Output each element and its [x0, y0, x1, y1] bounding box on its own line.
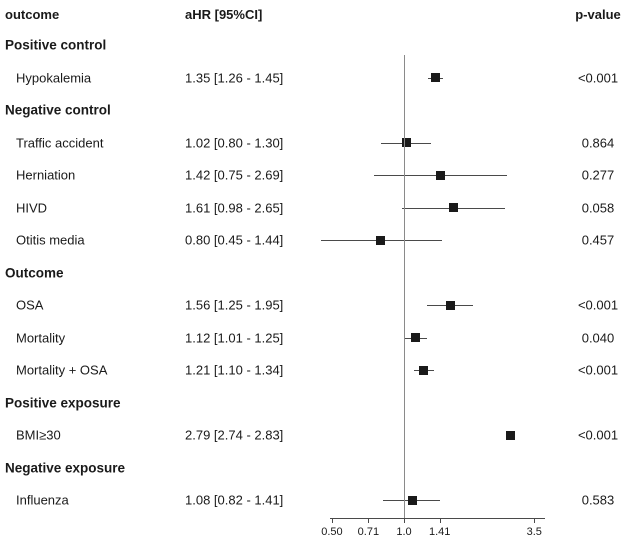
- p-value-text: <0.001: [577, 362, 619, 378]
- section-label: Negative exposure: [5, 460, 126, 475]
- axis-tick-label: 3.5: [526, 526, 542, 538]
- outcome-label: Traffic accident: [16, 135, 104, 150]
- outcome-label: Mortality: [16, 330, 66, 345]
- point-estimate-marker: [376, 235, 386, 245]
- point-estimate-marker: [445, 300, 455, 310]
- ahr-ci-text: 1.56 [1.25 - 1.95]: [185, 297, 284, 313]
- point-estimate-marker: [449, 203, 459, 212]
- point-estimate-marker: [419, 365, 429, 375]
- outcome-label: Herniation: [16, 167, 76, 183]
- p-value-text: 0.583: [581, 492, 615, 508]
- axis-tick: [534, 519, 536, 523]
- axis-tick: [331, 519, 333, 523]
- reference-line: [404, 55, 405, 518]
- axis-tick: [368, 519, 370, 523]
- ahr-ci-text: 1.42 [0.75 - 2.69]: [185, 167, 284, 183]
- ahr-ci-text: 1.35 [1.26 - 1.45]: [185, 70, 284, 85]
- point-estimate-marker: [430, 73, 440, 82]
- p-value-text: <0.001: [577, 70, 619, 85]
- point-estimate-marker: [506, 430, 516, 440]
- outcome-label: OSA: [16, 297, 44, 313]
- ahr-ci-text: 1.21 [1.10 - 1.34]: [185, 362, 284, 378]
- p-value-text: 0.864: [581, 135, 615, 150]
- column-header-pvalue: p-value: [575, 7, 621, 22]
- section-label: Outcome: [5, 265, 64, 280]
- ahr-ci-text: 2.79 [2.74 - 2.83]: [185, 427, 284, 443]
- column-header-ahr: aHR [95%CI]: [185, 7, 263, 22]
- p-value-text: 0.457: [581, 232, 615, 248]
- point-estimate-marker: [401, 138, 411, 147]
- outcome-label: BMI≥30: [16, 427, 61, 443]
- p-value-text: <0.001: [577, 427, 619, 443]
- p-value-text: 0.040: [581, 330, 615, 345]
- p-value-text: 0.058: [581, 200, 615, 215]
- outcome-label: HIVD: [16, 200, 48, 215]
- axis-tick: [404, 519, 405, 523]
- outcome-label: Hypokalemia: [16, 70, 92, 85]
- point-estimate-marker: [407, 495, 417, 505]
- p-value-text: 0.277: [581, 167, 615, 183]
- x-axis-line: [330, 518, 545, 519]
- axis-tick-label: 1.41: [429, 526, 451, 538]
- axis-tick-label: 1.0: [396, 526, 412, 538]
- ahr-ci-text: 0.80 [0.45 - 1.44]: [185, 232, 284, 248]
- point-estimate-marker: [411, 333, 421, 342]
- outcome-label: Influenza: [16, 492, 69, 508]
- section-label: Positive control: [5, 37, 107, 53]
- ahr-ci-text: 1.12 [1.01 - 1.25]: [185, 330, 284, 345]
- column-header-outcome: outcome: [5, 7, 60, 22]
- p-value-text: <0.001: [577, 297, 619, 313]
- ahr-ci-text: 1.08 [0.82 - 1.41]: [185, 492, 284, 508]
- ahr-ci-text: 1.61 [0.98 - 2.65]: [185, 200, 284, 215]
- outcome-label: Otitis media: [16, 232, 85, 248]
- ahr-ci-text: 1.02 [0.80 - 1.30]: [185, 135, 284, 150]
- axis-tick-label: 0.50: [321, 526, 343, 538]
- outcome-label: Mortality + OSA: [16, 362, 108, 378]
- section-label: Negative control: [5, 102, 111, 118]
- axis-tick-label: 0.71: [357, 526, 380, 538]
- axis-tick: [439, 519, 441, 523]
- point-estimate-marker: [435, 170, 445, 180]
- section-label: Positive exposure: [5, 395, 121, 410]
